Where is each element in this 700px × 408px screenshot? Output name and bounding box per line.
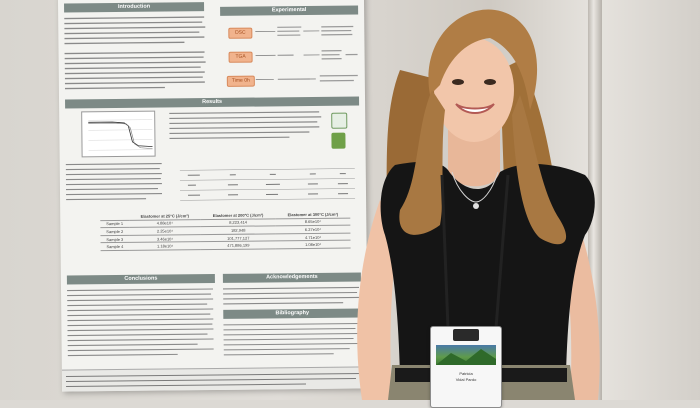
necklace-pendant [473, 203, 479, 209]
badge-name-first: Patricia [431, 371, 501, 376]
left-eye [452, 79, 464, 85]
name-badge: Patricia Vidal Pardo [430, 326, 502, 408]
badge-clip [453, 329, 479, 341]
badge-logo [436, 345, 496, 365]
right-eye [484, 79, 496, 85]
badge-name-last: Vidal Pardo [431, 377, 501, 382]
